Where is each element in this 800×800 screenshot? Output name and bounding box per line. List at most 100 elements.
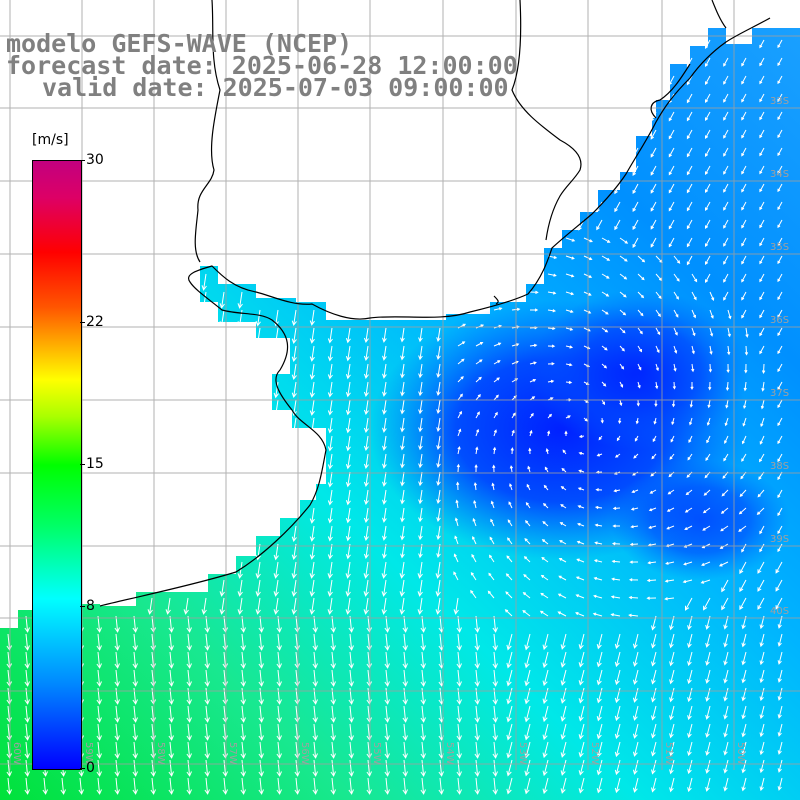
wind-arrow [24, 615, 30, 633]
wind-arrow [682, 579, 693, 584]
wind-arrow [400, 453, 405, 469]
wind-arrow [420, 633, 426, 651]
wind-arrow [294, 759, 300, 777]
wind-arrow [655, 345, 660, 354]
wind-arrow [686, 129, 693, 140]
wind-arrow [759, 777, 765, 792]
wind-arrow [132, 741, 138, 759]
wind-arrow [775, 579, 783, 592]
wind-arrow [168, 669, 174, 687]
wind-arrow [777, 75, 783, 85]
wind-arrow [345, 363, 351, 380]
wind-arrow [557, 593, 567, 599]
wind-arrow [456, 669, 462, 687]
wind-arrow [651, 777, 657, 793]
wind-arrow [654, 399, 658, 408]
wind-arrow [687, 651, 693, 667]
wind-arrow [418, 345, 423, 361]
wind-arrow [420, 705, 426, 723]
wind-arrow [759, 543, 765, 553]
wind-arrow [687, 705, 693, 721]
wind-arrow [474, 615, 480, 633]
wind-arrow [418, 381, 423, 397]
wind-arrow [560, 633, 567, 650]
wind-arrow [761, 363, 766, 374]
wind-arrow [382, 471, 387, 487]
wind-arrow [619, 255, 628, 262]
wind-arrow [132, 759, 138, 777]
wind-arrow [384, 777, 390, 795]
wind-arrow [596, 687, 603, 704]
wind-arrow [611, 577, 621, 581]
wind-arrow [702, 507, 711, 514]
wind-arrow [363, 525, 369, 542]
wind-arrow [664, 597, 675, 601]
wind-arrow [255, 579, 261, 597]
wind-arrow [650, 201, 657, 212]
wind-arrow [524, 538, 531, 545]
wind-arrow [705, 453, 711, 461]
wind-arrow [96, 651, 102, 669]
wind-arrow [759, 219, 765, 229]
wind-arrow [671, 399, 676, 408]
wind-arrow [614, 777, 621, 794]
wind-arrow [435, 561, 441, 579]
wind-arrow [168, 633, 174, 651]
wind-arrow [473, 482, 477, 491]
wind-arrow [614, 219, 621, 231]
wind-arrow [474, 669, 480, 687]
wind-arrow [777, 453, 783, 463]
wind-arrow [542, 723, 549, 741]
wind-arrow [258, 759, 264, 777]
wind-arrow [651, 687, 657, 703]
wind-arrow [560, 651, 567, 668]
colorbar-tick-mark [80, 768, 85, 769]
wind-arrow [777, 543, 783, 553]
wind-arrow [506, 669, 513, 687]
wind-arrow [472, 517, 477, 527]
wind-arrow [258, 651, 264, 669]
wind-arrow [708, 381, 712, 391]
wind-arrow [669, 453, 675, 460]
wind-arrow [777, 39, 783, 49]
wind-arrow [633, 453, 639, 459]
wind-arrow [510, 447, 514, 455]
wind-arrow [330, 759, 336, 777]
wind-arrow [690, 382, 694, 391]
wind-arrow [727, 345, 731, 356]
wind-arrow [327, 489, 333, 506]
wind-arrow [632, 651, 639, 667]
wind-arrow [741, 705, 747, 720]
wind-arrow [723, 705, 729, 720]
wind-arrow [705, 777, 711, 792]
wind-arrow [741, 255, 747, 265]
wind-arrow [541, 556, 549, 563]
wind-arrow [436, 525, 441, 541]
wind-arrow [382, 381, 387, 397]
wind-arrow [614, 669, 621, 686]
wind-arrow [132, 615, 138, 633]
wind-arrow [601, 273, 610, 279]
wind-arrow [705, 669, 711, 684]
wind-arrow [547, 273, 557, 277]
wind-arrow [668, 237, 675, 248]
wind-arrow [631, 489, 639, 493]
wind-arrow [632, 201, 639, 213]
wind-arrow [204, 777, 210, 795]
wind-arrow [258, 615, 264, 633]
wind-arrow [601, 255, 611, 261]
wind-arrow [489, 554, 495, 563]
wind-arrow [240, 759, 246, 777]
wind-arrow [741, 273, 747, 283]
wind-arrow [457, 358, 465, 365]
wind-arrow [596, 723, 603, 740]
wind-arrow [686, 165, 693, 176]
wind-arrow [673, 309, 679, 318]
wind-arrow [276, 777, 282, 795]
wind-arrow [759, 741, 765, 756]
wind-arrow [327, 525, 333, 542]
wind-arrow [506, 651, 513, 669]
wind-arrow [345, 579, 351, 597]
wind-arrow [687, 741, 693, 757]
wind-arrow [456, 777, 462, 795]
